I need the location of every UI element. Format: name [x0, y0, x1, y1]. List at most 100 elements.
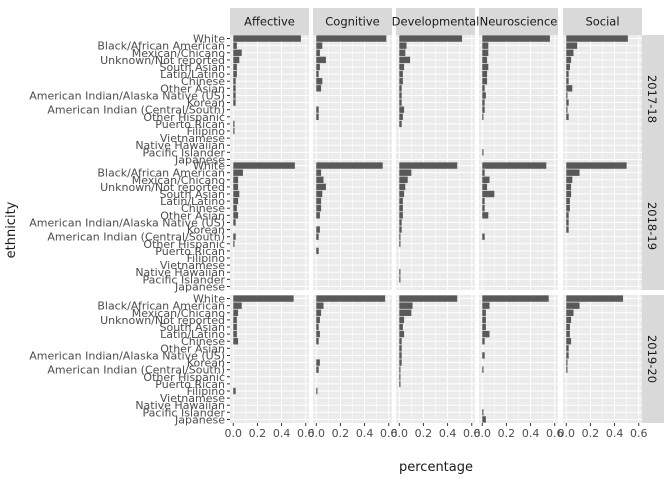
bar-2018-19-developmental-latin-latino: [399, 197, 403, 205]
bar-2018-19-cognitive-chinese: [316, 205, 322, 212]
bar-2018-19-affective-latin-latino: [233, 197, 239, 205]
y-tick-label-2019-20-native-hawaiian: Native Hawaiian: [135, 399, 225, 412]
y-tick-label-2019-20-chinese: Chinese: [181, 335, 225, 348]
bar-2017-18-developmental-american-indian-central-south: [399, 106, 405, 113]
bar-2019-20-developmental-american-indian-alaska-native-us: [399, 352, 402, 359]
bar-2018-19-social-black-african-american: [566, 169, 580, 176]
bar-2017-18-affective-filipino: [233, 127, 235, 135]
bar-2017-18-social-latin-latino: [566, 70, 569, 78]
bar-2018-19-affective-mexican-chicano: [233, 176, 239, 183]
y-tick-label-2018-19-filipino: Filipino: [187, 252, 226, 265]
bar-2017-18-neuroscience-black-african-american: [482, 42, 489, 49]
y-tick-label-2017-18-american-indian-central-south: American Indian (Central/South): [47, 104, 225, 117]
bar-2018-19-developmental-south-asian: [399, 190, 405, 198]
bar-2019-20-neuroscience-unknown-not-reported: [482, 316, 486, 324]
bar-2017-18-social-chinese: [566, 78, 569, 85]
y-tick-label-2018-19-white: White: [193, 160, 225, 173]
bar-2017-18-affective-mexican-chicano: [233, 49, 242, 56]
bar-2017-18-affective-korean: [233, 99, 236, 106]
y-tick-label-2018-19-vietnamese: Vietnamese: [160, 259, 225, 272]
bar-2019-20-developmental-other-hispanic: [399, 373, 401, 380]
bar-2019-20-neuroscience-white: [482, 295, 549, 302]
bar-2017-18-neuroscience-american-indian-central-south: [482, 106, 485, 113]
bar-2018-19-developmental-white: [399, 162, 458, 169]
bar-2019-20-cognitive-chinese: [316, 338, 319, 345]
y-tick-label-2017-18-korean: Korean: [187, 97, 225, 110]
bar-2018-19-social-other-asian: [566, 212, 569, 219]
bar-2018-19-neuroscience-mexican-chicano: [482, 176, 490, 183]
bar-2017-18-social-american-indian-alaska-native-us: [566, 92, 568, 99]
bar-2019-20-neuroscience-black-african-american: [482, 302, 490, 309]
bar-2018-19-developmental-korean: [399, 226, 402, 233]
bar-2018-19-cognitive-mexican-chicano: [316, 176, 324, 183]
x-tick-label-cognitive-3: 0.6: [380, 427, 398, 440]
y-tick-label-2019-20-latin-latino: Latin/Latino: [160, 328, 225, 341]
bar-2017-18-social-korean: [566, 99, 569, 106]
bar-2018-19-neuroscience-latin-latino: [482, 197, 485, 205]
y-tick-label-2018-19-other-hispanic: Other Hispanic: [143, 238, 225, 251]
bar-2018-19-developmental-mexican-chicano: [399, 176, 408, 183]
bar-2019-20-social-chinese: [566, 338, 572, 345]
bar-2017-18-neuroscience-latin-latino: [482, 70, 488, 78]
bar-2019-20-affective-unknown-not-reported: [233, 316, 237, 324]
bar-2017-18-cognitive-other-hispanic: [316, 113, 319, 120]
x-axis-title: percentage: [399, 460, 473, 475]
bar-2017-18-affective-american-indian-alaska-native-us: [233, 92, 236, 99]
bar-2018-19-developmental-black-african-american: [399, 169, 412, 176]
x-tick-label-neuroscience-0: 0.0: [474, 427, 492, 440]
bar-2018-19-neuroscience-other-asian: [482, 212, 489, 219]
bar-2018-19-cognitive-south-asian: [316, 190, 323, 198]
bar-2019-20-developmental-south-asian: [399, 323, 403, 331]
bar-2019-20-developmental-korean: [399, 359, 402, 366]
y-tick-label-2018-19-american-indian-alaska-native-us: American Indian/Alaska Native (US): [29, 216, 225, 229]
bar-2018-19-social-unknown-not-reported: [566, 183, 572, 191]
bar-2017-18-affective-chinese: [233, 78, 236, 85]
bar-2019-20-affective-south-asian: [233, 323, 237, 331]
bar-2017-18-developmental-south-asian: [399, 63, 405, 71]
y-tick-label-2017-18-unknown-not-reported: Unknown/Not reported: [100, 54, 225, 67]
bar-2018-19-developmental-other-hispanic: [399, 240, 401, 247]
bar-2017-18-affective-latin-latino: [233, 70, 237, 78]
y-tick-label-2018-19-mexican-chicano: Mexican/Chicano: [132, 174, 226, 187]
bar-2018-19-developmental-native-hawaiian: [399, 269, 401, 276]
y-tick-label-2017-18-chinese: Chinese: [181, 75, 225, 88]
bar-2019-20-developmental-latin-latino: [399, 330, 405, 338]
bar-2017-18-social-american-indian-central-south: [566, 106, 568, 113]
bar-2017-18-developmental-black-african-american: [399, 42, 407, 49]
bar-2017-18-neuroscience-korean: [482, 99, 485, 106]
y-tick-label-2017-18-native-hawaiian: Native Hawaiian: [135, 139, 225, 152]
bar-2017-18-neuroscience-american-indian-alaska-native-us: [482, 92, 486, 99]
bar-2017-18-cognitive-white: [316, 35, 387, 42]
bar-2019-20-social-latin-latino: [566, 330, 570, 338]
strip-affective: [230, 8, 309, 35]
bar-2017-18-affective-other-asian: [233, 85, 236, 92]
bar-2017-18-cognitive-south-asian: [316, 63, 320, 71]
bar-2017-18-cognitive-mexican-chicano: [316, 49, 320, 56]
bar-2018-19-developmental-unknown-not-reported: [399, 183, 406, 191]
bar-2017-18-neuroscience-south-asian: [482, 63, 489, 71]
bar-2018-19-cognitive-white: [316, 162, 383, 169]
bar-2019-20-cognitive-black-african-american: [316, 302, 324, 309]
bar-2018-19-social-korean: [566, 226, 569, 233]
bar-2017-18-social-mexican-chicano: [566, 49, 574, 56]
bar-2018-19-affective-unknown-not-reported: [233, 183, 239, 191]
bar-2018-19-developmental-american-indian-central-south: [399, 233, 401, 240]
y-tick-label-2017-18-filipino: Filipino: [187, 125, 226, 138]
bar-2017-18-social-unknown-not-reported: [566, 56, 572, 64]
bar-2019-20-developmental-mexican-chicano: [399, 309, 412, 316]
row-strip-2019-20: [640, 295, 664, 423]
bar-2019-20-cognitive-south-asian: [316, 323, 319, 331]
bar-2018-19-developmental-american-indian-alaska-native-us: [399, 219, 402, 226]
y-tick-label-2017-18-american-indian-alaska-native-us: American Indian/Alaska Native (US): [29, 89, 225, 102]
y-tick-label-2017-18-south-asian: South Asian: [160, 61, 226, 74]
bar-2019-20-neuroscience-american-indian-alaska-native-us: [482, 352, 485, 359]
x-tick-label-affective-1: 0.2: [249, 427, 267, 440]
x-tick-label-developmental-2: 0.4: [439, 427, 457, 440]
bar-2019-20-developmental-chinese: [399, 338, 402, 345]
x-tick-label-cognitive-0: 0.0: [308, 427, 326, 440]
bar-2017-18-cognitive-chinese: [316, 78, 323, 85]
bar-2017-18-neuroscience-chinese: [482, 78, 488, 85]
y-tick-label-2018-19-latin-latino: Latin/Latino: [160, 195, 225, 208]
strip-label-developmental: Developmental: [392, 15, 480, 29]
